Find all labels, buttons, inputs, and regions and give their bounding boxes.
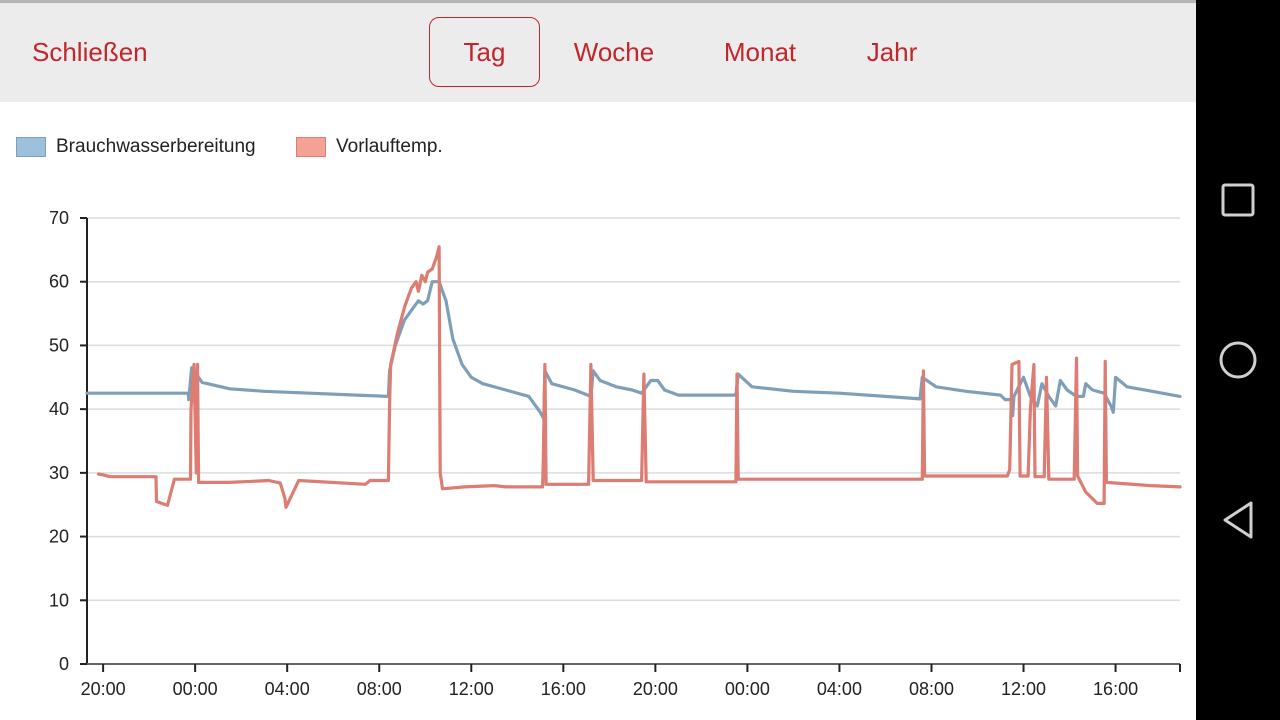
y-tick-label: 0 xyxy=(59,654,69,674)
x-tick-label: 08:00 xyxy=(357,679,402,699)
tab-month[interactable]: Monat xyxy=(723,36,797,67)
x-tick-label: 04:00 xyxy=(265,679,310,699)
y-tick-label: 40 xyxy=(49,399,69,419)
x-tick-label: 08:00 xyxy=(909,679,954,699)
y-tick-label: 30 xyxy=(49,463,69,483)
top-toolbar: Schließen Tag Woche Monat Jahr xyxy=(0,0,1196,102)
home-button[interactable] xyxy=(1196,320,1280,400)
x-tick-label: 20:00 xyxy=(81,679,126,699)
legend-label-vorlauf: Vorlauftemp. xyxy=(336,136,443,157)
legend-label-brauchwasser: Brauchwasserbereitung xyxy=(56,136,256,157)
x-tick-label: 16:00 xyxy=(541,679,586,699)
tab-year[interactable]: Jahr xyxy=(866,36,918,67)
back-button[interactable] xyxy=(1196,480,1280,560)
y-tick-label: 20 xyxy=(49,527,69,547)
recent-apps-button[interactable] xyxy=(1196,160,1280,240)
x-tick-label: 16:00 xyxy=(1093,679,1138,699)
x-tick-label: 12:00 xyxy=(1001,679,1046,699)
y-tick-label: 70 xyxy=(49,208,69,228)
x-tick-label: 00:00 xyxy=(173,679,218,699)
y-tick-label: 50 xyxy=(49,335,69,355)
legend-item-brauchwasser[interactable]: Brauchwasserbereitung xyxy=(16,136,256,158)
triangle-back-icon xyxy=(1223,501,1253,539)
android-nav-bar xyxy=(1196,0,1280,720)
temperature-chart: 0 10 20 30 40 50 60 70 20:00 00:00 04:00 08:00 12:00… xyxy=(49,208,1182,699)
legend-swatch-blue xyxy=(16,137,46,157)
square-icon xyxy=(1221,183,1255,217)
tab-day[interactable]: Tag xyxy=(429,17,540,87)
close-button[interactable]: Schließen xyxy=(32,37,148,67)
x-tick-label: 00:00 xyxy=(725,679,770,699)
x-tick-label: 12:00 xyxy=(449,679,494,699)
x-tick-label: 04:00 xyxy=(817,679,862,699)
tab-week[interactable]: Woche xyxy=(573,36,655,67)
y-tick-label: 60 xyxy=(49,272,69,292)
series-line-vorlauf xyxy=(96,245,1182,509)
x-tick-label: 20:00 xyxy=(633,679,678,699)
series-line-brauchwasser xyxy=(85,280,1182,421)
circle-icon xyxy=(1219,341,1257,379)
legend-swatch-red xyxy=(296,137,326,157)
legend-item-vorlauf[interactable]: Vorlauftemp. xyxy=(296,136,443,158)
y-tick-label: 10 xyxy=(49,590,69,610)
